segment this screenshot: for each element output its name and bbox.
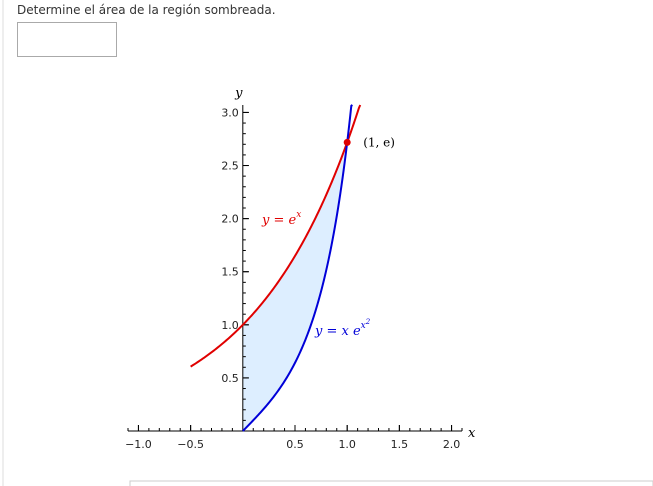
answer-input[interactable] (17, 22, 117, 57)
point-label: (1, e) (363, 135, 395, 149)
curve-label: y = ex (261, 210, 301, 228)
curve-label-sup: x (361, 321, 366, 331)
x-axis-label: x (468, 426, 476, 441)
y-tick-label: 1.0 (221, 319, 239, 332)
y-tick-label: 2.0 (221, 213, 239, 226)
curve-label: y = x ex2 (314, 318, 371, 339)
y-tick-label: 2.5 (221, 160, 239, 173)
shaded-region (242, 142, 348, 431)
curve (190, 104, 362, 368)
curve-label-main: y = x e (314, 324, 361, 339)
x-tick-label: 2.0 (443, 438, 461, 451)
curve-label-supsup: 2 (365, 318, 371, 326)
x-tick-label: 1.0 (338, 438, 356, 451)
y-tick-label: 1.5 (221, 266, 239, 279)
question-text: Determine el área de la región sombreada… (17, 3, 276, 17)
x-tick-label: 0.5 (286, 438, 304, 451)
x-tick-label: −0.5 (177, 438, 204, 451)
x-tick-label: 1.5 (391, 438, 409, 451)
x-tick-label: −1.0 (125, 438, 152, 451)
y-tick-label: 3.0 (221, 106, 239, 119)
y-tick-label: 0.5 (221, 372, 239, 385)
curve-label-sup: x (296, 210, 301, 220)
y-axis-label: y (234, 86, 243, 101)
next-panel (129, 480, 653, 486)
curve-label-main: y = e (261, 213, 297, 228)
curve (242, 104, 353, 432)
intersection-point (343, 138, 351, 146)
